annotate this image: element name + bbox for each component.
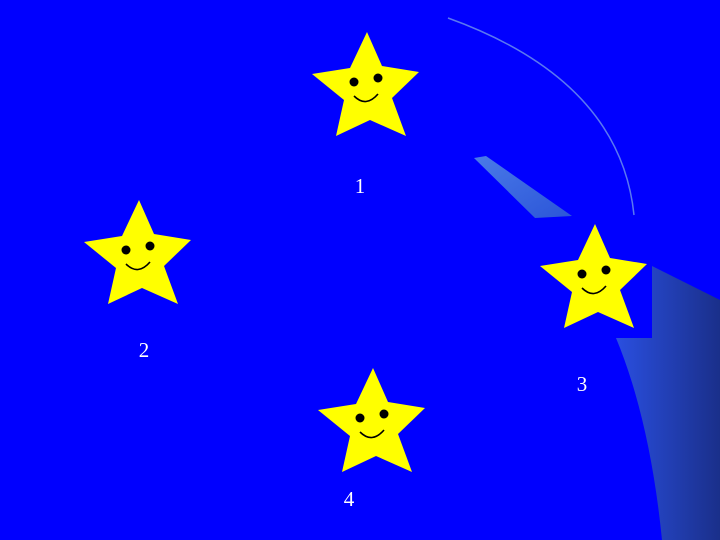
thin-arc-line (447, 17, 635, 216)
star-smile (353, 93, 379, 103)
smiley-star-1 (310, 30, 420, 140)
star-shape (84, 200, 191, 304)
star-3-label: 3 (576, 372, 588, 396)
arc-wedge (474, 156, 572, 218)
star-smile (359, 429, 385, 439)
smiley-star-4 (316, 366, 426, 476)
star-eye-right (373, 73, 383, 83)
star-eye-left (355, 413, 365, 423)
star-eye-right (601, 265, 611, 275)
star-eye-left (577, 269, 587, 279)
smiley-star-2 (82, 198, 192, 308)
smiley-star-3 (538, 222, 648, 332)
star-2-label: 2 (138, 338, 150, 362)
star-eye-right (145, 241, 155, 251)
star-eye-right (379, 409, 389, 419)
star-smile (125, 261, 151, 271)
star-4-label: 4 (343, 487, 355, 511)
star-eye-left (349, 77, 359, 87)
star-shape (312, 32, 419, 136)
star-smile (581, 285, 607, 295)
star-shape (318, 368, 425, 472)
shaded-band (616, 266, 720, 540)
star-shape (540, 224, 647, 328)
star-1-label: 1 (354, 174, 366, 198)
star-eye-left (121, 245, 131, 255)
